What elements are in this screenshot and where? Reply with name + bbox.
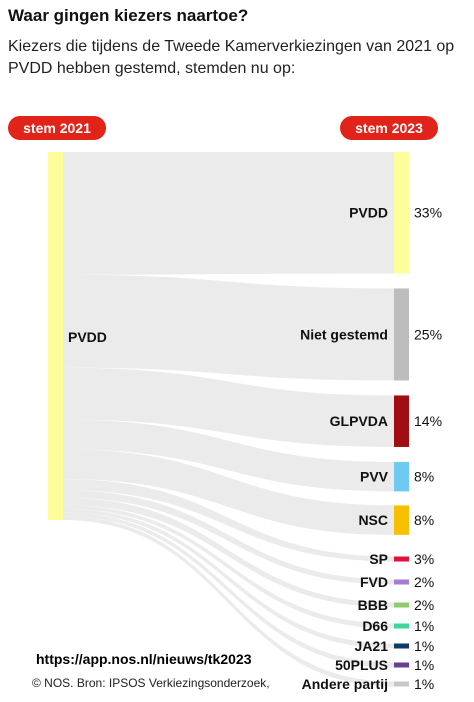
- flow-d66: [63, 505, 394, 629]
- target-label-fvd: FVD: [360, 574, 388, 590]
- chart-subtitle: Kiezers die tijdens de Tweede Kamerverki…: [8, 38, 455, 77]
- target-label-sp: SP: [369, 551, 388, 567]
- target-label-niet-gestemd: Niet gestemd: [300, 326, 388, 342]
- target-label-d66: D66: [362, 618, 388, 634]
- target-label-pvv: PVV: [360, 469, 389, 485]
- target-pct-nsc: 8%: [414, 512, 434, 528]
- source-url[interactable]: https://app.nos.nl/nieuws/tk2023: [34, 651, 254, 667]
- target-pct-bbb: 2%: [414, 597, 434, 613]
- target-pct-pvv: 8%: [414, 469, 434, 485]
- target-label-bbb: BBB: [358, 597, 388, 613]
- target-node-glpvda: [394, 395, 409, 447]
- node-layer: [48, 152, 409, 687]
- source-node-label: PVDD: [68, 329, 107, 345]
- source-node-pvdd: [48, 152, 63, 520]
- target-label-nsc: NSC: [358, 512, 388, 528]
- target-label-50plus: 50PLUS: [335, 657, 388, 673]
- target-node-niet-gestemd: [394, 288, 409, 381]
- target-pct-sp: 3%: [414, 551, 434, 567]
- target-node-50plus: [394, 662, 409, 668]
- target-node-pvdd: [394, 152, 409, 274]
- flow-andere-partij: [63, 516, 394, 687]
- target-pct-d66: 1%: [414, 618, 434, 634]
- flow-pvdd: [63, 152, 394, 275]
- flow-pvv: [63, 419, 394, 492]
- flow-niet-gestemd: [63, 274, 394, 381]
- target-pct-50plus: 1%: [414, 657, 434, 673]
- target-node-d66: [394, 623, 409, 629]
- target-node-pvv: [394, 461, 409, 492]
- target-node-fvd: [394, 579, 409, 585]
- target-node-nsc: [394, 505, 409, 535]
- target-pct-niet-gestemd: 25%: [414, 326, 442, 342]
- target-node-andere-partij: [394, 681, 409, 687]
- flow-fvd: [63, 490, 394, 585]
- flow-50plus: [63, 512, 394, 668]
- flow-layer: [63, 152, 394, 687]
- target-node-ja21: [394, 643, 409, 649]
- label-layer: PVDD PVDD 33% Niet gestemd 25% GLPVDA 14% PVV 8%…: [68, 205, 442, 692]
- chart-title: Waar gingen kiezers naartoe?: [8, 6, 249, 25]
- flow-glpvda: [63, 367, 394, 447]
- year-2023-badge: stem 2023: [340, 116, 438, 140]
- flow-bbb: [63, 497, 394, 608]
- flow-nsc: [63, 449, 394, 535]
- target-node-bbb: [394, 602, 409, 608]
- target-label-pvdd: PVDD: [349, 205, 388, 221]
- target-pct-andere-partij: 1%: [414, 676, 434, 692]
- target-label-ja21: JA21: [355, 638, 389, 654]
- flow-ja21: [63, 508, 394, 649]
- target-pct-pvdd: 33%: [414, 205, 442, 221]
- flow-sp: [63, 479, 394, 562]
- target-label-andere-partij: Andere partij: [302, 676, 388, 692]
- source-credit: © NOS. Bron: IPSOS Verkiezingsonderzoek,: [30, 676, 272, 690]
- year-2021-badge: stem 2021: [8, 116, 106, 140]
- target-label-glpvda: GLPVDA: [330, 413, 388, 429]
- target-pct-glpvda: 14%: [414, 413, 442, 429]
- target-pct-fvd: 2%: [414, 574, 434, 590]
- target-node-sp: [394, 556, 409, 562]
- target-pct-ja21: 1%: [414, 638, 434, 654]
